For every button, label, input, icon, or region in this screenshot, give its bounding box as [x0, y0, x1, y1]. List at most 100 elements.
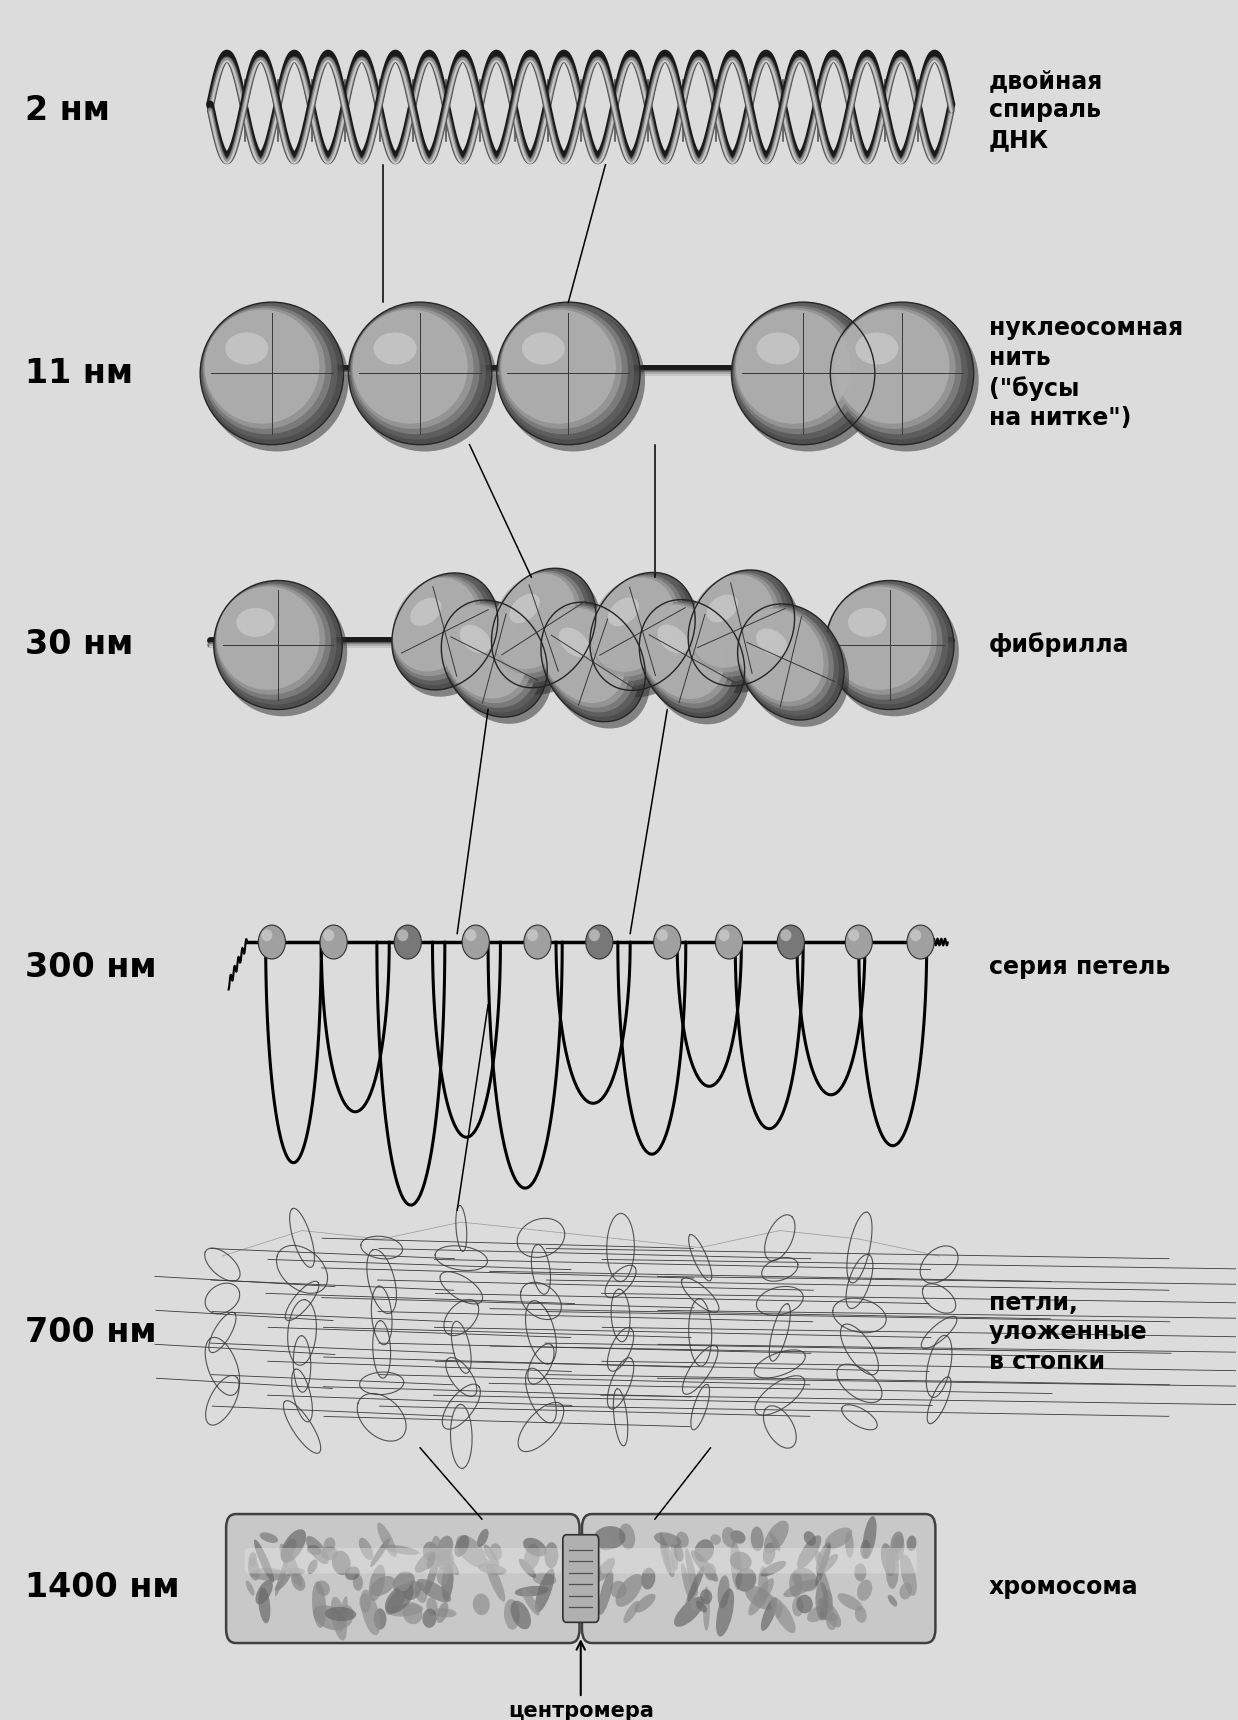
Ellipse shape	[490, 1543, 503, 1560]
Ellipse shape	[394, 925, 421, 960]
Ellipse shape	[415, 1550, 439, 1572]
Ellipse shape	[457, 1534, 487, 1567]
Ellipse shape	[260, 1533, 279, 1543]
Ellipse shape	[259, 1588, 270, 1624]
Ellipse shape	[359, 1538, 374, 1560]
Ellipse shape	[426, 1598, 437, 1615]
Ellipse shape	[671, 1543, 678, 1570]
Ellipse shape	[822, 1589, 833, 1615]
Ellipse shape	[673, 1545, 683, 1562]
Ellipse shape	[826, 580, 954, 709]
Ellipse shape	[254, 1539, 274, 1582]
Ellipse shape	[676, 1531, 688, 1548]
Ellipse shape	[442, 1563, 453, 1601]
Text: хромосома: хромосома	[988, 1576, 1138, 1600]
Ellipse shape	[281, 1569, 305, 1576]
Ellipse shape	[541, 607, 625, 703]
Ellipse shape	[836, 310, 978, 451]
Ellipse shape	[831, 587, 959, 716]
Ellipse shape	[515, 1586, 548, 1596]
Ellipse shape	[203, 308, 326, 428]
Text: центромера: центромера	[508, 1641, 654, 1720]
Ellipse shape	[215, 583, 331, 700]
Ellipse shape	[827, 583, 942, 700]
Ellipse shape	[848, 929, 859, 941]
Ellipse shape	[491, 568, 595, 688]
Ellipse shape	[432, 1608, 457, 1617]
Ellipse shape	[397, 580, 503, 697]
Ellipse shape	[817, 1553, 838, 1576]
Ellipse shape	[763, 1543, 775, 1565]
Ellipse shape	[660, 1533, 671, 1576]
Ellipse shape	[885, 1548, 899, 1589]
Ellipse shape	[828, 587, 931, 690]
Ellipse shape	[541, 604, 640, 717]
Ellipse shape	[535, 1569, 555, 1612]
Ellipse shape	[204, 310, 319, 423]
Text: петли,
уложенные
в стопки: петли, уложенные в стопки	[988, 1290, 1148, 1374]
Ellipse shape	[735, 310, 851, 423]
Ellipse shape	[738, 609, 823, 702]
Ellipse shape	[826, 1612, 837, 1631]
Ellipse shape	[758, 1567, 768, 1603]
Ellipse shape	[685, 1586, 697, 1613]
FancyBboxPatch shape	[600, 1548, 917, 1574]
Ellipse shape	[816, 1543, 831, 1574]
Ellipse shape	[349, 304, 485, 439]
Ellipse shape	[225, 332, 269, 365]
Ellipse shape	[348, 303, 491, 445]
Ellipse shape	[392, 576, 483, 676]
Ellipse shape	[484, 1545, 499, 1567]
Text: 11 нм: 11 нм	[25, 358, 132, 390]
Text: 300 нм: 300 нм	[25, 951, 156, 984]
Ellipse shape	[732, 303, 875, 445]
Ellipse shape	[854, 1563, 867, 1581]
Ellipse shape	[392, 573, 498, 690]
Ellipse shape	[339, 1596, 348, 1632]
Ellipse shape	[422, 1608, 437, 1627]
FancyBboxPatch shape	[582, 1514, 936, 1643]
Ellipse shape	[673, 1596, 704, 1627]
Ellipse shape	[770, 1533, 780, 1551]
Ellipse shape	[397, 929, 409, 941]
Ellipse shape	[831, 303, 973, 445]
Ellipse shape	[640, 605, 724, 698]
Ellipse shape	[532, 1572, 556, 1586]
Ellipse shape	[733, 304, 869, 439]
Ellipse shape	[459, 624, 491, 654]
Ellipse shape	[259, 925, 286, 960]
Ellipse shape	[748, 1579, 774, 1615]
Ellipse shape	[900, 1555, 917, 1596]
Ellipse shape	[589, 573, 696, 690]
Ellipse shape	[775, 1603, 782, 1619]
Ellipse shape	[703, 1586, 709, 1631]
Ellipse shape	[473, 1593, 490, 1615]
Ellipse shape	[524, 1538, 546, 1557]
Ellipse shape	[306, 1536, 329, 1563]
Text: двойная
спираль
ДНК: двойная спираль ДНК	[988, 69, 1103, 151]
Ellipse shape	[219, 587, 347, 716]
Ellipse shape	[202, 306, 332, 433]
Ellipse shape	[359, 1593, 371, 1613]
Ellipse shape	[396, 1572, 411, 1591]
Ellipse shape	[332, 1551, 350, 1576]
Ellipse shape	[385, 1589, 406, 1615]
Ellipse shape	[442, 602, 537, 709]
Ellipse shape	[491, 573, 576, 669]
Ellipse shape	[437, 1567, 448, 1586]
Ellipse shape	[890, 1531, 904, 1553]
Ellipse shape	[730, 1531, 745, 1543]
Ellipse shape	[730, 1551, 751, 1570]
Ellipse shape	[688, 573, 785, 678]
Ellipse shape	[504, 1600, 520, 1629]
Ellipse shape	[846, 925, 873, 960]
Ellipse shape	[644, 607, 749, 724]
Ellipse shape	[654, 1533, 681, 1546]
Ellipse shape	[410, 599, 442, 626]
Ellipse shape	[816, 1545, 831, 1586]
Ellipse shape	[402, 1581, 421, 1600]
Ellipse shape	[608, 597, 639, 626]
Ellipse shape	[863, 1515, 877, 1558]
Ellipse shape	[402, 1601, 422, 1624]
Ellipse shape	[201, 303, 343, 445]
